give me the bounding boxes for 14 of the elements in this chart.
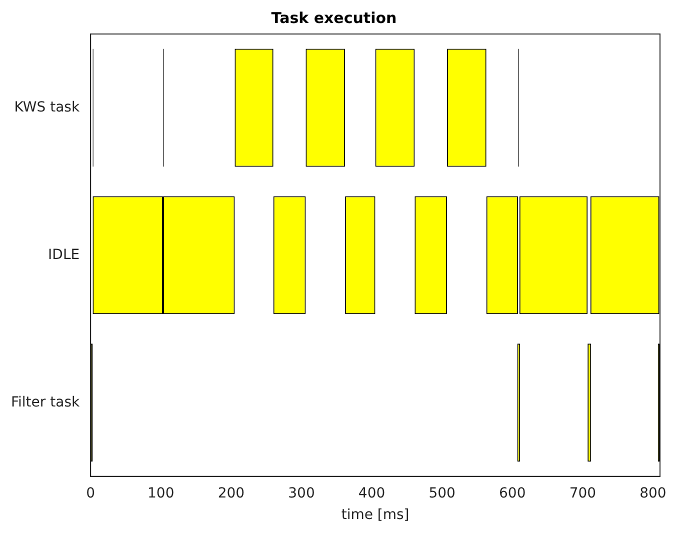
x-tick-label: 600: [499, 485, 526, 502]
x-tick-label: 500: [428, 485, 456, 502]
x-tick-label: 400: [358, 485, 386, 502]
x-tick-label: 300: [288, 485, 315, 502]
chart-title: Task execution: [271, 8, 397, 27]
y-tick-label: KWS task: [14, 99, 80, 116]
x-tick-label: 0: [86, 485, 96, 502]
y-tick-label: IDLE: [48, 246, 80, 263]
x-tick-label: 200: [218, 485, 245, 502]
x-tick-label: 700: [569, 485, 596, 502]
x-tick-label: 800: [640, 485, 666, 502]
x-tick-label: 100: [148, 485, 174, 502]
y-tick-label: Filter task: [11, 394, 80, 410]
x-axis-title: time [ms]: [341, 507, 410, 524]
